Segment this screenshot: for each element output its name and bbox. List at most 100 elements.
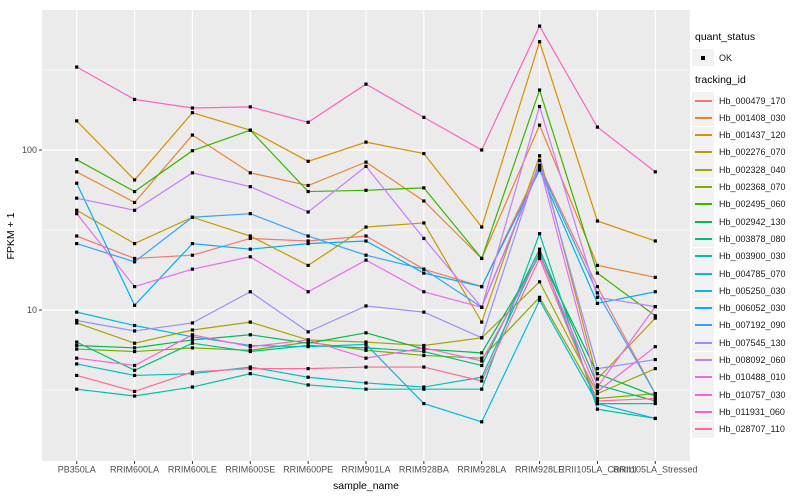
legend-item-label: Hb_028707_110 (719, 424, 785, 435)
point-marker (364, 365, 368, 369)
legend-line-swatch (694, 168, 712, 171)
point-marker (364, 225, 368, 229)
x-tick-label: RRIM928BA (399, 465, 449, 475)
point-marker (75, 310, 79, 314)
point-marker (422, 349, 426, 354)
legend-item-ok: OK (692, 49, 732, 66)
legend-item-Hb_005250_030: Hb_005250_030 (692, 282, 786, 300)
point-marker (190, 328, 195, 332)
series-points-Hb_010488_010 (75, 163, 657, 389)
legend-item-Hb_003900_030: Hb_003900_030 (692, 247, 786, 265)
point-marker (480, 320, 484, 324)
point-marker (537, 280, 542, 284)
legend-key-box (692, 109, 714, 127)
point-marker (480, 359, 484, 363)
x-tick-label: RRIM901LA (341, 465, 390, 475)
point-marker (595, 219, 600, 223)
legend-item-Hb_002368_070: Hb_002368_070 (692, 178, 786, 196)
legend-item-Hb_002495_060: Hb_002495_060 (692, 195, 786, 213)
point-marker (75, 340, 79, 344)
point-marker (132, 242, 137, 246)
legend-key-box (692, 195, 714, 213)
point-marker (306, 120, 310, 124)
point-marker (537, 40, 542, 44)
point-marker (653, 367, 657, 371)
legend-line-swatch (694, 341, 712, 344)
point-marker (480, 379, 484, 383)
legend-item-label: Hb_007545_130 (719, 337, 786, 348)
legend-item-Hb_001437_120: Hb_001437_120 (692, 126, 786, 144)
legend-item-Hb_006052_030: Hb_006052_030 (692, 299, 786, 317)
point-marker (132, 394, 137, 398)
legend-key-box (692, 368, 714, 386)
legend-key-box (692, 403, 714, 421)
point-marker (190, 171, 195, 175)
point-marker (422, 186, 426, 190)
point-marker-icon (701, 55, 705, 60)
point-marker (306, 341, 310, 345)
point-marker (480, 387, 484, 391)
point-marker (422, 385, 426, 389)
legend-title-tracking-id: tracking_id (695, 74, 746, 86)
point-marker (422, 387, 426, 391)
legend-line-swatch (694, 255, 712, 258)
point-marker (364, 331, 368, 335)
legend-item-label: Hb_004785_070 (719, 268, 786, 279)
point-marker (364, 253, 368, 257)
point-marker (132, 368, 137, 372)
point-marker (537, 154, 542, 158)
point-marker (422, 199, 426, 203)
point-marker (422, 151, 426, 156)
point-marker (422, 353, 426, 358)
point-marker (653, 239, 657, 243)
y-tick-label: 10 (27, 305, 37, 315)
point-marker (190, 341, 195, 345)
point-marker (595, 399, 600, 403)
series-points-Hb_028707_110 (75, 256, 657, 403)
point-marker (364, 304, 368, 308)
point-marker (132, 303, 137, 307)
legend-line-swatch (694, 428, 712, 431)
point-marker (306, 239, 310, 243)
y-axis-title: FPKM + 1 (5, 212, 17, 259)
point-marker (306, 189, 310, 194)
point-marker (306, 210, 310, 214)
x-tick-label: PB350LA (58, 465, 96, 475)
point-marker (306, 367, 310, 371)
legend-key-box (692, 92, 714, 109)
point-marker (248, 185, 252, 189)
x-tick-label: RRII105LA_Control (558, 465, 636, 475)
point-marker (190, 253, 195, 257)
point-marker (422, 115, 426, 119)
point-marker (595, 372, 600, 376)
point-marker (653, 394, 657, 398)
point-marker (306, 330, 310, 334)
point-marker (75, 119, 79, 123)
point-marker (190, 111, 195, 115)
point-marker (595, 383, 600, 387)
legend-item-Hb_000479_170: Hb_000479_170 (692, 92, 786, 109)
point-marker (422, 236, 426, 241)
legend-key-box (692, 143, 714, 161)
point-marker (595, 377, 600, 381)
point-marker (306, 159, 310, 163)
point-marker (75, 181, 79, 185)
point-marker (537, 163, 542, 168)
point-marker (595, 291, 600, 295)
legend-item-Hb_008092_060: Hb_008092_060 (692, 351, 786, 369)
legend-key-box (692, 282, 714, 300)
point-marker (132, 260, 137, 264)
legend-line-swatch (694, 376, 712, 379)
point-marker (75, 65, 79, 69)
legend-line-swatch (694, 324, 712, 327)
legend-key-box (692, 230, 714, 248)
legend-line-swatch (694, 289, 712, 292)
point-marker (132, 178, 137, 182)
legend-key-box (692, 351, 714, 369)
point-marker (422, 310, 426, 314)
point-marker (653, 316, 657, 320)
legend-line-swatch (694, 393, 712, 396)
point-marker (190, 321, 195, 325)
